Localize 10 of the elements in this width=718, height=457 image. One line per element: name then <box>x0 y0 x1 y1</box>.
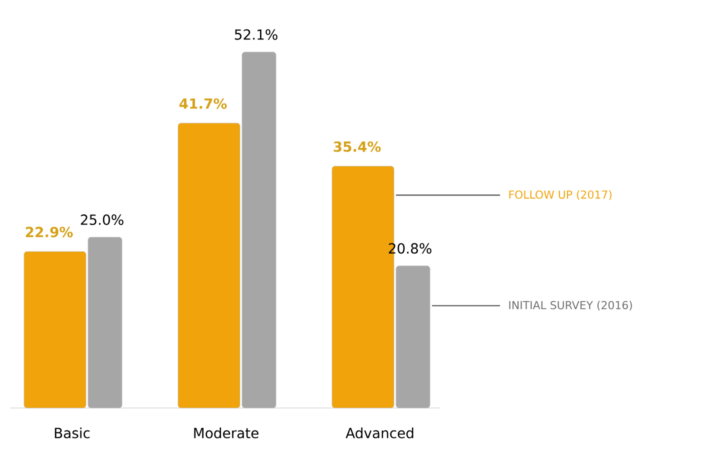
data-label: 52.1% <box>234 29 278 40</box>
x-tick-label: Moderate <box>194 428 258 438</box>
data-label: 25.0% <box>80 214 124 225</box>
data-label: 35.4% <box>334 141 381 152</box>
data-label: 22.9% <box>26 226 73 238</box>
x-tick-label: Basic <box>54 428 90 438</box>
data-label: 41.7% <box>179 98 227 109</box>
text: INITIAL SURVEY (2016) <box>509 300 632 311</box>
text: FOLLOW UP (2017) <box>509 190 612 200</box>
x-tick-label: Advanced <box>346 428 414 438</box>
